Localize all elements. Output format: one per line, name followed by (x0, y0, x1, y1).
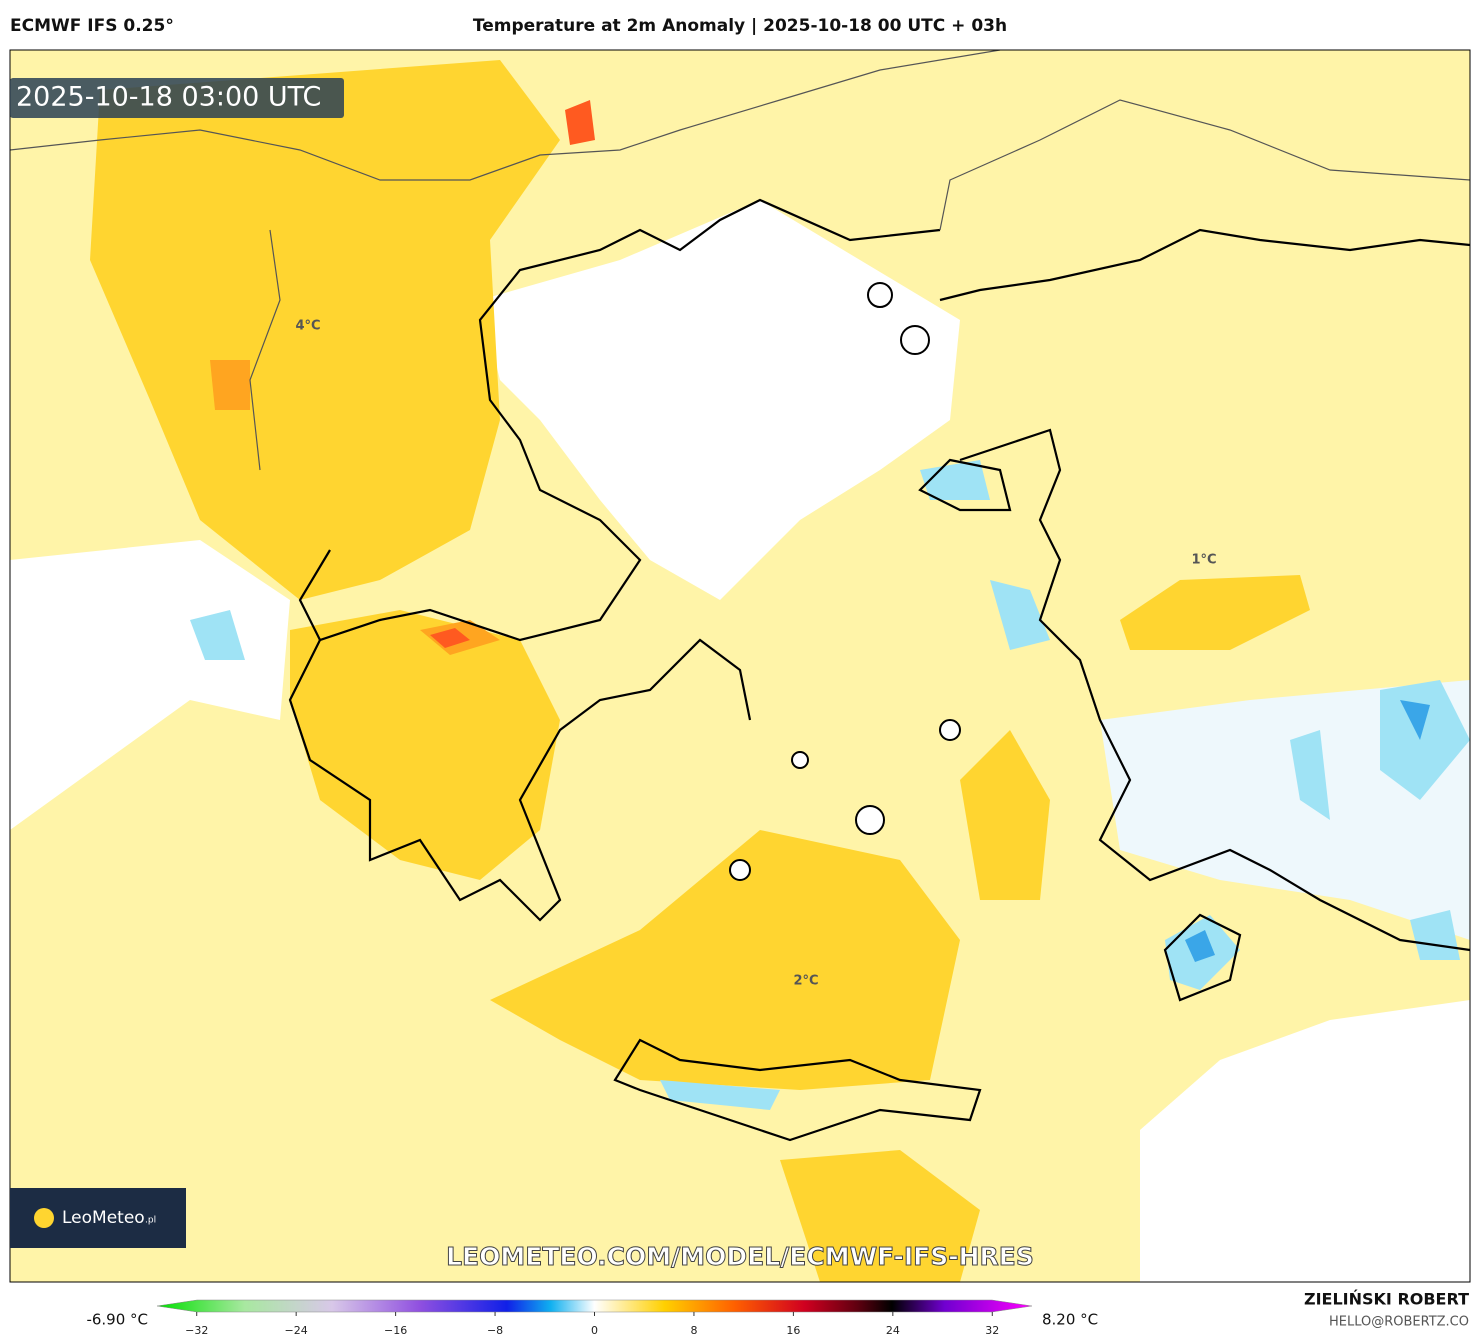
colorbar (156, 1299, 1033, 1313)
zone-warm (960, 730, 1050, 900)
map-frame (9, 49, 1471, 1283)
map-title: Temperature at 2m Anomaly | 2025-10-18 0… (473, 16, 1007, 36)
logo-suffix: .pl (145, 1216, 156, 1226)
colorbar-tick-label: 32 (985, 1324, 999, 1337)
logo-sun (34, 1208, 54, 1228)
cool-patches (190, 460, 1470, 1110)
watermark: LEOMETEO.COM/MODEL/ECMWF-IFS-HRES (446, 1242, 1034, 1271)
zone-warm (1120, 575, 1310, 650)
zone-warm (780, 1150, 980, 1282)
zone-warm (290, 610, 560, 880)
author: ZIELIŃSKI ROBERT (1304, 1290, 1469, 1309)
zone-warm (90, 60, 560, 600)
timestamp: 2025-10-18 03:00 UTC (16, 82, 321, 113)
timestamp-box (10, 78, 344, 118)
colorbar-ticks: −32 −24 −16 −8 0 8 16 24 32 (185, 1312, 999, 1337)
contour-label: 1°C (1191, 553, 1216, 568)
zone-neutral (1140, 1000, 1470, 1282)
islands (729, 282, 961, 881)
colorbar-min: -6.90 °C (86, 1311, 148, 1329)
email: HELLO@ROBERTZ.CO (1329, 1315, 1469, 1330)
colorbar-max: 8.20 °C (1042, 1311, 1098, 1329)
colorbar-tick-label: 8 (690, 1324, 697, 1337)
colorbar-tick-label: −32 (185, 1324, 208, 1337)
model-name: ECMWF IFS 0.25° (10, 16, 174, 36)
colorbar-tick-label: −24 (285, 1324, 308, 1337)
colorbar-tick-label: 24 (886, 1324, 900, 1337)
colorbar-tick-label: 0 (591, 1324, 598, 1337)
logo: LeoMeteo (62, 1208, 145, 1228)
coastlines (288, 198, 1470, 1142)
contour-label: 2°C (793, 974, 818, 989)
colorbar-tick-label: −16 (384, 1324, 407, 1337)
zone-hot (210, 360, 500, 655)
colorbar-tick-label: −8 (487, 1324, 503, 1337)
map (10, 50, 1470, 1282)
cold-patches (1185, 700, 1430, 962)
zone-neutral (480, 200, 960, 600)
zone-cool (1100, 680, 1470, 940)
value-labels: 4°C 1°C 2°C (295, 319, 1216, 989)
borders (10, 50, 1470, 471)
colorbar-tick-label: 16 (786, 1324, 800, 1337)
zone-warm (490, 830, 960, 1090)
contour-label: 4°C (295, 319, 320, 334)
